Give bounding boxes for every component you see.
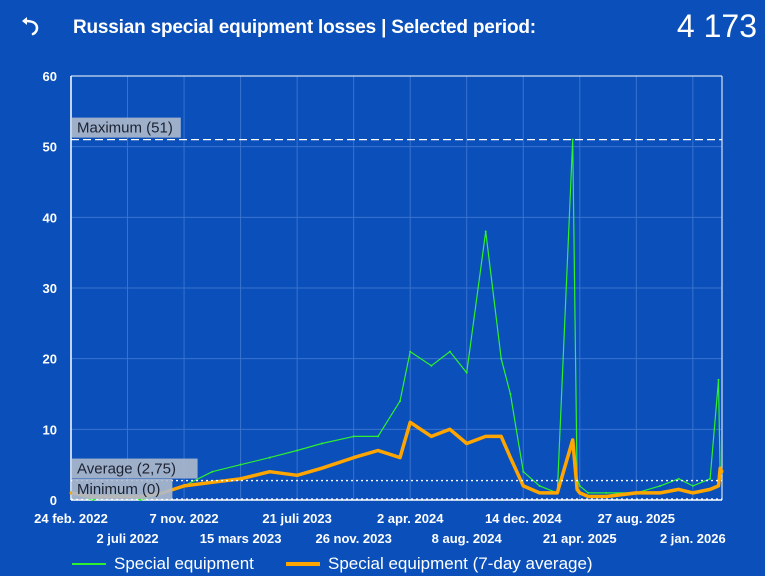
data-point-average: [210, 480, 214, 484]
data-point-daily: [717, 378, 720, 381]
x-tick-label: 2 apr. 2024: [377, 511, 444, 526]
data-point-daily: [677, 477, 680, 480]
losses-chart: 0 10 20 30 40 50 60 24 feb. 2022 7 nov. 2022 21 j…: [34, 69, 726, 546]
data-point-daily: [571, 138, 574, 141]
undo-arrow-icon[interactable]: [14, 10, 46, 42]
data-point-daily: [376, 435, 379, 438]
x-tick-label: 24 feb. 2022: [34, 511, 108, 526]
x-tick-label: 15 mars 2023: [200, 531, 282, 546]
y-tick-label: 60: [43, 69, 57, 84]
x-tick-label: 8 aug. 2024: [432, 531, 503, 546]
x-tick-label: 21 apr. 2025: [543, 531, 617, 546]
data-point-average: [575, 487, 579, 491]
data-point-average: [716, 484, 720, 488]
data-point-average: [658, 491, 662, 495]
legend-swatch-average: [286, 562, 320, 566]
header: Russian special equipment losses | Selec…: [0, 0, 765, 56]
data-point-daily: [538, 484, 541, 487]
data-point-average: [320, 466, 324, 470]
y-tick-label: 50: [43, 140, 57, 155]
data-point-daily: [605, 491, 608, 494]
x-tick-label: 2 jan. 2026: [660, 531, 726, 546]
data-point-daily: [352, 435, 355, 438]
y-tick-label: 10: [43, 422, 57, 437]
data-point-average: [352, 456, 356, 460]
data-point-average: [604, 494, 608, 498]
y-tick-label: 0: [50, 493, 57, 508]
series-line-daily: [70, 138, 723, 501]
x-tick-label: 14 dec. 2024: [485, 511, 562, 526]
data-point-daily: [409, 350, 412, 353]
data-point-average: [677, 487, 681, 491]
data-point-daily: [578, 484, 581, 487]
data-point-daily: [709, 477, 712, 480]
data-point-daily: [239, 463, 242, 466]
data-point-average: [484, 434, 488, 438]
data-point-average: [586, 494, 590, 498]
legend-swatch-daily: [72, 563, 106, 565]
data-point-average: [408, 420, 412, 424]
data-point-daily: [430, 364, 433, 367]
reference-label-bg: [72, 117, 181, 138]
data-point-average: [538, 491, 542, 495]
data-point-average: [499, 434, 503, 438]
data-point-daily: [522, 470, 525, 473]
data-point-daily: [587, 491, 590, 494]
data-point-average: [429, 434, 433, 438]
total-losses-value: 4 173: [676, 8, 757, 44]
x-tick-label: 21 juli 2023: [262, 511, 331, 526]
y-tick-label: 40: [43, 210, 57, 225]
data-point-average: [182, 484, 186, 488]
data-point-average: [465, 441, 469, 445]
reference-label: Minimum (0): [77, 481, 160, 498]
data-point-daily: [509, 393, 512, 395]
data-point-average: [448, 427, 452, 431]
reference-label: Maximum (51): [77, 120, 173, 137]
legend-label-average: Special equipment (7-day average): [328, 554, 593, 573]
data-point-average: [634, 491, 638, 495]
y-tick-label: 30: [43, 281, 57, 296]
data-point-average: [268, 470, 272, 474]
legend-item-average[interactable]: Special equipment (7-day average): [286, 554, 593, 574]
x-tick-label: 2 juli 2022: [96, 531, 158, 546]
data-point-daily: [211, 470, 214, 473]
data-point-daily: [484, 230, 487, 233]
page-title: Russian special equipment losses | Selec…: [73, 17, 536, 38]
data-point-average: [239, 477, 243, 481]
data-point-daily: [500, 357, 503, 360]
data-point-average: [508, 456, 512, 460]
x-tick-label: 26 nov. 2023: [315, 531, 391, 546]
data-point-average: [720, 470, 724, 474]
x-tick-label: 27 aug. 2025: [598, 511, 675, 526]
data-point-daily: [399, 400, 402, 403]
data-point-average: [295, 473, 299, 477]
data-point-average: [69, 491, 73, 495]
data-point-average: [555, 491, 559, 495]
legend-item-daily[interactable]: Special equipment: [72, 554, 254, 574]
data-point-daily: [659, 484, 662, 487]
y-tick-label: 20: [43, 352, 57, 367]
data-point-average: [376, 449, 380, 453]
data-point-average: [578, 491, 582, 495]
data-point-average: [718, 466, 722, 470]
data-point-daily: [296, 449, 299, 452]
chart-legend: Special equipment Special equipment (7-d…: [0, 552, 765, 576]
data-point-average: [398, 456, 402, 460]
reference-label-bg: [72, 479, 173, 499]
data-point-average: [691, 491, 695, 495]
reference-label: Average (2,75): [77, 461, 176, 478]
data-point-daily: [320, 442, 323, 445]
data-point-daily: [691, 484, 694, 487]
data-point-daily: [268, 456, 271, 459]
data-point-daily: [465, 371, 468, 374]
legend-label-daily: Special equipment: [114, 554, 254, 573]
reference-label-bg: [72, 458, 198, 479]
data-point-average: [521, 484, 525, 488]
x-tick-label: 7 nov. 2022: [149, 511, 218, 526]
data-point-daily: [448, 350, 451, 353]
data-point-average: [708, 487, 712, 491]
data-point-average: [571, 438, 575, 442]
